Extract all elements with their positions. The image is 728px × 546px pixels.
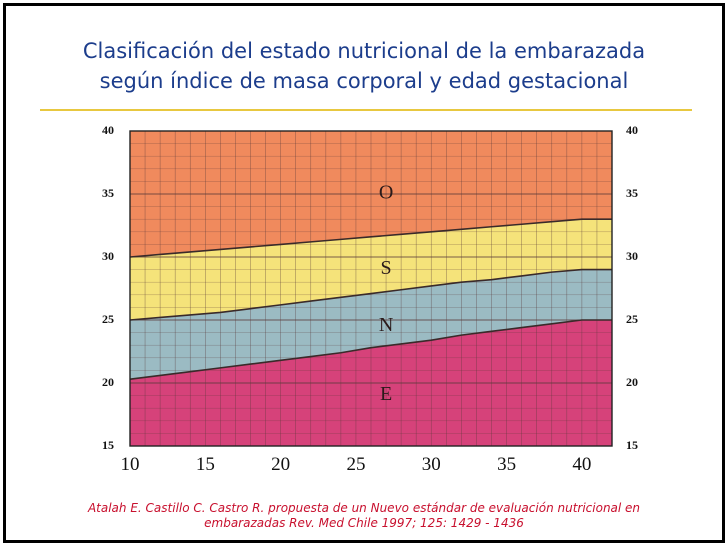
- boundary-line-e-n: [129, 319, 612, 381]
- title-line-2: según índice de masa corporal y edad ges…: [99, 69, 629, 93]
- y-tick-label-left: 35: [102, 186, 114, 200]
- title-line-1: Clasificación del estado nutricional de …: [82, 39, 646, 63]
- zone-label-s: S: [381, 257, 392, 279]
- y-tick-label-right: 30: [626, 249, 638, 263]
- x-tick-label: 40: [572, 454, 591, 475]
- boundary-line-n-s: [129, 268, 612, 321]
- y-tick-label-left: 20: [102, 375, 114, 389]
- title-divider: [40, 109, 692, 111]
- y-tick-label-right: 35: [626, 186, 638, 200]
- zone-label-n: N: [379, 314, 393, 336]
- x-tick-label: 10: [121, 454, 140, 475]
- y-tick-label-right: 20: [626, 375, 638, 389]
- citation-line-2: embarazadas Rev. Med Chile 1997; 125: 14…: [204, 516, 524, 530]
- x-tick-label: 30: [422, 454, 441, 475]
- y-tick-label-left: 25: [102, 312, 114, 326]
- citation: Atalah E. Castillo C. Castro R. propuest…: [6, 501, 722, 531]
- zone-label-e: E: [380, 383, 392, 405]
- y-tick-label-right: 25: [626, 312, 638, 326]
- x-tick-label: 25: [346, 454, 365, 475]
- x-tick-label: 35: [497, 454, 516, 475]
- zone-label-o: O: [379, 182, 393, 204]
- slide-title: Clasificación del estado nutricional de …: [6, 36, 722, 96]
- y-tick-label-left: 40: [102, 123, 114, 137]
- y-tick-label-left: 30: [102, 249, 114, 263]
- x-tick-label: 15: [196, 454, 215, 475]
- plot-frame: [129, 130, 613, 447]
- bmi-chart: O S N E 15 15 20 20 25 25 30 30 35 35 40 40 10 15 20 25 30 35…: [102, 123, 638, 475]
- slide-frame: Clasificación del estado nutricional de …: [3, 3, 725, 543]
- boundary-line-s-o: [129, 218, 612, 258]
- citation-line-1: Atalah E. Castillo C. Castro R. propuest…: [87, 501, 641, 515]
- y-tick-label-right: 40: [626, 123, 638, 137]
- y-tick-label-left: 15: [102, 438, 114, 452]
- y-tick-label-right: 15: [626, 438, 638, 452]
- x-tick-label: 20: [271, 454, 290, 475]
